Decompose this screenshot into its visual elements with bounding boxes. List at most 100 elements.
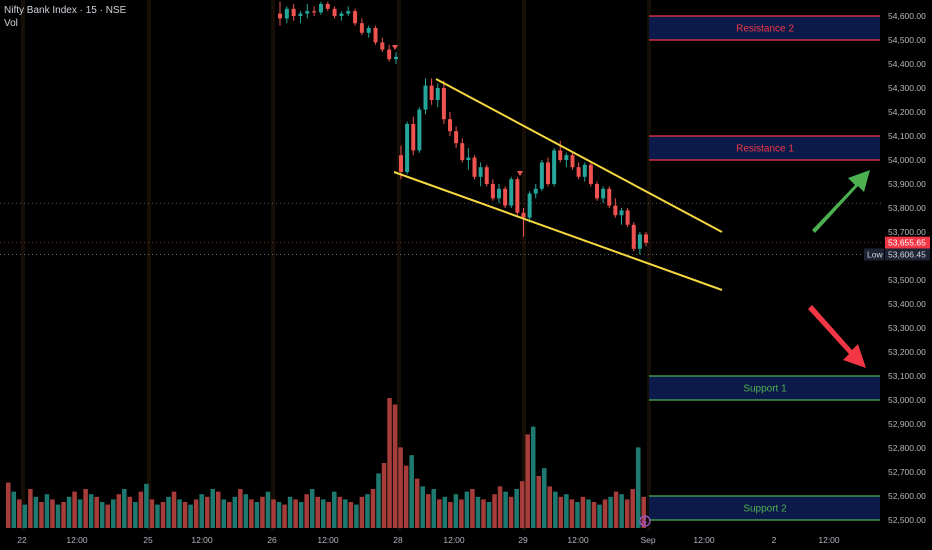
time-tick-label: 22 xyxy=(17,535,27,545)
volume-bar xyxy=(249,499,254,528)
volume-bar xyxy=(376,473,381,528)
candle-body xyxy=(380,42,385,50)
candle-body xyxy=(478,167,483,177)
volume-bar xyxy=(519,481,525,528)
candle-body xyxy=(558,150,563,160)
candle-body xyxy=(637,234,642,249)
candle-body xyxy=(405,124,410,172)
price-tick-label: 53,800.00 xyxy=(888,203,926,213)
volume-bar xyxy=(486,502,492,528)
time-tick-label: Sep xyxy=(640,535,655,545)
lightning-icon xyxy=(639,515,651,527)
volume-bar xyxy=(44,494,50,528)
volume-bar xyxy=(381,463,387,528)
volume-bar xyxy=(238,489,243,528)
volume-bar xyxy=(591,502,597,528)
volume-bar xyxy=(635,447,641,528)
candle-body xyxy=(312,11,317,13)
candle-body xyxy=(497,188,501,199)
time-tick-label: 12:00 xyxy=(443,535,465,545)
candle-body xyxy=(441,88,446,120)
candle-body xyxy=(399,155,403,172)
volume-bar xyxy=(133,502,138,528)
volume-bar xyxy=(110,499,116,528)
volume-bar xyxy=(547,486,553,528)
candle-body xyxy=(546,162,550,184)
volume-bar xyxy=(503,491,508,528)
candle-body xyxy=(284,8,289,19)
candle-body xyxy=(325,4,330,9)
price-tick-label: 53,000.00 xyxy=(888,395,926,405)
volume-bar xyxy=(530,426,536,528)
volume-bar xyxy=(580,496,586,528)
volume-bar xyxy=(271,499,276,528)
candle-body xyxy=(509,179,514,206)
volume-bar xyxy=(370,489,376,528)
price-tick-label: 54,400.00 xyxy=(888,59,926,69)
volume-bar xyxy=(564,494,569,528)
volume-bar xyxy=(6,482,11,528)
candle-body xyxy=(619,210,624,216)
volume-label[interactable]: Vol xyxy=(4,18,18,29)
volume-bar xyxy=(525,434,530,528)
zone-resistance-1 xyxy=(649,16,880,40)
candle-body xyxy=(339,13,344,16)
symbol-title[interactable]: Nifty Bank Index · 15 · NSE xyxy=(4,5,127,16)
volume-bar xyxy=(11,491,17,528)
volume-bar xyxy=(602,499,608,528)
volume-bar xyxy=(403,465,409,528)
volume-bar xyxy=(337,496,343,528)
time-tick-label: 12:00 xyxy=(567,535,589,545)
volume-bar xyxy=(558,496,564,528)
volume-bar xyxy=(414,478,420,528)
time-tick-label: 12:00 xyxy=(66,535,88,545)
volume-bar xyxy=(282,504,287,528)
price-tick-label: 53,700.00 xyxy=(888,227,926,237)
volume-bar xyxy=(348,502,354,528)
candle-body xyxy=(595,184,599,199)
volume-bar xyxy=(387,398,392,528)
volume-bar xyxy=(542,468,547,528)
time-tick-label: 28 xyxy=(393,535,403,545)
volume-bar xyxy=(55,504,61,528)
candle-body xyxy=(278,13,282,19)
volume-bar xyxy=(66,496,72,528)
volume-bar xyxy=(304,494,309,528)
channel-lower-line xyxy=(393,171,723,291)
volume-bar xyxy=(33,496,39,528)
candle-body xyxy=(484,167,489,184)
volume-bar xyxy=(597,504,602,528)
candle-body xyxy=(460,143,465,160)
last-price-label: 53,655.65 xyxy=(888,238,926,248)
candle-body xyxy=(515,179,520,213)
volume-bar xyxy=(17,499,22,528)
volume-bar xyxy=(199,494,204,528)
volume-bar xyxy=(149,499,155,528)
volume-bar xyxy=(94,496,99,528)
volume-bar xyxy=(453,494,459,528)
volume-bar xyxy=(204,496,210,528)
volume-bar xyxy=(210,489,215,528)
candle-body xyxy=(564,155,569,160)
volume-bar xyxy=(28,489,33,528)
volume-bar xyxy=(193,499,199,528)
volume-bar xyxy=(122,489,127,528)
volume-bar xyxy=(99,502,105,528)
candle-body xyxy=(429,85,434,100)
volume-bar xyxy=(420,486,425,528)
volume-bar xyxy=(575,502,580,528)
price-tick-label: 52,900.00 xyxy=(888,419,926,429)
volume-bar xyxy=(138,491,144,528)
volume-bar xyxy=(227,502,232,528)
marker-triangle xyxy=(517,171,523,176)
candle-body xyxy=(552,150,557,184)
price-tick-label: 54,500.00 xyxy=(888,35,926,45)
time-tick-label: 12:00 xyxy=(693,535,715,545)
zone-label-1: Resistance 2 xyxy=(736,24,794,35)
price-tick-label: 53,400.00 xyxy=(888,299,926,309)
volume-bar xyxy=(160,502,166,528)
time-tick-label: 12:00 xyxy=(317,535,339,545)
volume-bar xyxy=(630,489,635,528)
